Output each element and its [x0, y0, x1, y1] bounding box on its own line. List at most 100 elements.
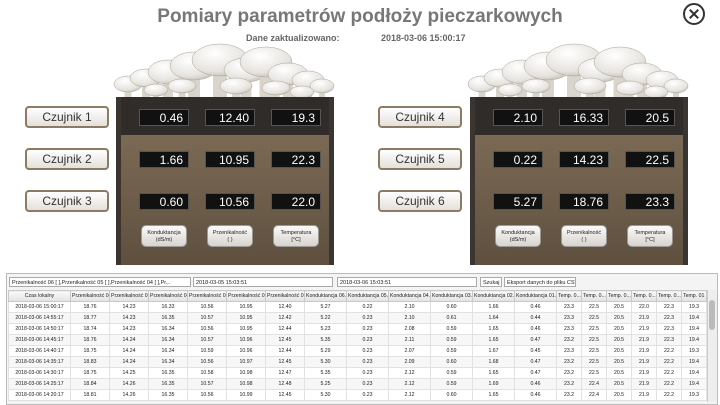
table-cell: 0.23: [346, 345, 389, 357]
table-cell: 12.45: [265, 356, 305, 368]
column-header[interactable]: Konduktancja 06...: [304, 290, 347, 302]
legend-button[interactable]: Konduktancja (dS/m): [495, 225, 541, 247]
date-to[interactable]: 2018-03-06 15:03:51: [337, 277, 477, 287]
sensor-button[interactable]: Czujnik 2: [25, 148, 109, 170]
data-table-area: Przenikalność 06 [ ],Przenikalność 05 [ …: [6, 273, 718, 405]
table-cell: 12.47: [265, 367, 305, 379]
table-cell: 19.4: [681, 334, 707, 346]
table-cell: 22.5: [581, 334, 607, 346]
scrollbar[interactable]: [707, 290, 717, 402]
sensor-button[interactable]: Czujnik 6: [378, 190, 462, 212]
updated-label: Dane zaktualizowano:: [246, 33, 340, 43]
column-header[interactable]: Przenikalność 06...: [70, 290, 110, 302]
table-cell: 10.57: [187, 334, 227, 346]
table-cell: 2018-03-06 14:50:17: [8, 323, 71, 335]
table-cell: 19.4: [681, 378, 707, 390]
column-header[interactable]: Konduktancja 05...: [346, 290, 389, 302]
search-button[interactable]: Szukaj: [480, 277, 502, 287]
column-filter[interactable]: Przenikalność 06 [ ],Przenikalność 05 [ …: [9, 277, 191, 287]
column-header[interactable]: Konduktancja 04...: [388, 290, 431, 302]
table-cell: 21.9: [631, 323, 657, 335]
table-cell: 2.10: [388, 312, 431, 324]
mushroom-cap: [143, 83, 169, 97]
legend-button[interactable]: Temperatura [°C]: [273, 225, 319, 247]
table-cell: 16.35: [148, 312, 188, 324]
sensor-button[interactable]: Czujnik 1: [25, 106, 109, 128]
table-cell: 20.5: [606, 312, 632, 324]
column-header[interactable]: Temp. 01 ...: [681, 290, 707, 302]
table-cell: 21.9: [631, 334, 657, 346]
table-cell: 22.5: [581, 356, 607, 368]
legend-unit: ( ): [581, 237, 587, 243]
table-row: 2018-03-06 14:40:17 18.75 14.24 16.34 10.59 1…: [8, 345, 707, 357]
mushroom-cap: [167, 78, 197, 94]
column-header[interactable]: Konduktancja 02...: [472, 290, 515, 302]
column-header[interactable]: Temp. 0...: [606, 290, 632, 302]
legend-button[interactable]: Przenikalność( ): [561, 225, 607, 247]
table-row: 2018-03-06 14:55:17 18.77 14.23 16.35 10.57 1…: [8, 312, 707, 324]
table-row: 2018-03-06 14:45:17 18.76 14.24 16.34 10.57 1…: [8, 334, 707, 346]
scroll-thumb[interactable]: [709, 300, 715, 330]
column-header[interactable]: Przenikalność 04...: [148, 290, 188, 302]
close-button[interactable]: [683, 3, 705, 25]
table-cell: 0.46: [514, 323, 557, 335]
column-header[interactable]: Temp. 0...: [656, 290, 682, 302]
sensor-value: 10.95: [205, 151, 255, 168]
table-row: 2018-03-06 15:00:17 18.76 14.23 16.33 10.56 1…: [8, 301, 707, 313]
table-cell: 21.9: [631, 367, 657, 379]
table-cell: 1.65: [472, 389, 515, 401]
table-cell: 2.07: [388, 345, 431, 357]
table-cell: 21.9: [631, 389, 657, 401]
column-header[interactable]: Przenikalność 03...: [187, 290, 227, 302]
table-cell: 2018-03-06 14:30:17: [8, 367, 71, 379]
column-header[interactable]: Temp. 0...: [631, 290, 657, 302]
table-cell: 0.59: [430, 334, 473, 346]
column-header[interactable]: Przenikalność 02...: [226, 290, 266, 302]
sensor-button[interactable]: Czujnik 5: [378, 148, 462, 170]
legend-name: Przenikalność: [212, 230, 248, 236]
table-cell: 22.5: [581, 301, 607, 313]
column-header[interactable]: Konduktancja 03...: [430, 290, 473, 302]
table-cell: 23.3: [556, 323, 582, 335]
table-cell: 2018-03-06 14:45:17: [8, 334, 71, 346]
table-cell: 18.76: [70, 301, 110, 313]
table-cell: 0.47: [514, 367, 557, 379]
table-cell: 20.5: [606, 334, 632, 346]
legend-button[interactable]: Przenikalność( ): [207, 225, 253, 247]
table-cell: 14.24: [109, 356, 149, 368]
table-cell: 10.97: [226, 356, 266, 368]
column-header[interactable]: Temp. 0...: [581, 290, 607, 302]
table-cell: 0.23: [346, 389, 389, 401]
sensor-panel: 0.46 12.40 19.3 1.66 10.95 22.3 0.60 10.56 22.0 K…: [116, 97, 334, 265]
legend-button[interactable]: Konduktancja (dS/m): [141, 225, 187, 247]
sensor-value: 10.56: [205, 193, 255, 210]
table-cell: 0.23: [346, 323, 389, 335]
legend-button[interactable]: Temperatura [°C]: [627, 225, 673, 247]
column-header[interactable]: Przenikalność 01...: [265, 290, 305, 302]
table-cell: 16.35: [148, 367, 188, 379]
table-cell: 19.4: [681, 356, 707, 368]
date-from[interactable]: 2018-03-05 15:03:51: [193, 277, 333, 287]
table-cell: 1.68: [472, 356, 515, 368]
mushroom-cap: [261, 80, 291, 96]
sensor-value: 1.66: [139, 151, 189, 168]
table-cell: 23.2: [556, 356, 582, 368]
table-cell: 1.66: [472, 301, 515, 313]
table-cell: 10.56: [187, 356, 227, 368]
table-cell: 22.2: [656, 389, 682, 401]
column-header[interactable]: Przenikalność 05...: [109, 290, 149, 302]
table-cell: 22.4: [581, 389, 607, 401]
table-row: 2018-03-06 14:25:17 18.84 14.26 16.35 10.57 1…: [8, 378, 707, 390]
export-button[interactable]: Eksport danych do pliku CSV: [504, 277, 576, 287]
sensor-button[interactable]: Czujnik 4: [378, 106, 462, 128]
column-header[interactable]: Czas lokalny: [8, 290, 71, 302]
column-header[interactable]: Temp. 0...: [556, 290, 582, 302]
table-cell: 2.11: [388, 334, 431, 346]
title: Pomiary parametrów podłoży pieczarkowych: [157, 6, 563, 27]
sensor-button[interactable]: Czujnik 3: [25, 190, 109, 212]
table-cell: 12.40: [265, 301, 305, 313]
table-cell: 10.56: [187, 323, 227, 335]
column-header[interactable]: Konduktancja 01...: [514, 290, 557, 302]
table-cell: 18.77: [70, 312, 110, 324]
table-cell: 0.61: [430, 312, 473, 324]
